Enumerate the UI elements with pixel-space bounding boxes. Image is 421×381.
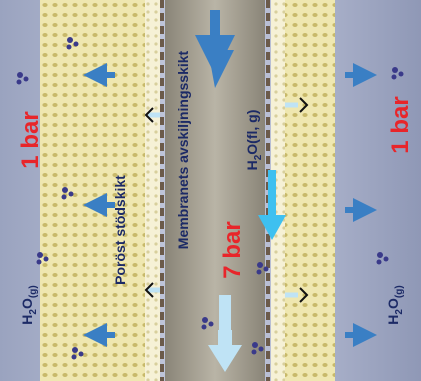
pressure-label: 1 bar xyxy=(387,96,414,153)
formula-part: O xyxy=(19,298,35,309)
support-layer-right xyxy=(285,0,335,381)
formula-part: O xyxy=(385,298,401,309)
formula-part: H xyxy=(385,315,401,325)
formula-sub: (g) xyxy=(394,285,405,298)
pressure-label: 1 bar xyxy=(17,111,44,168)
membrane-diagram: 1 bar 1 bar 7 bar Poröst stödskikt Membr… xyxy=(0,0,421,381)
formula-sub: (g) xyxy=(28,285,39,298)
formula-part: O xyxy=(244,144,260,155)
support-edge-left xyxy=(145,0,160,381)
formula-part: H xyxy=(244,160,260,170)
layer-label: Poröst stödskikt xyxy=(112,175,128,285)
pressure-label: 7 bar xyxy=(219,221,246,278)
formula-part: H xyxy=(19,315,35,325)
support-layer-left xyxy=(40,0,145,381)
layer-label: Membranets avskiljningsskikt xyxy=(175,50,191,249)
formula-part: (fl, g) xyxy=(244,110,260,144)
